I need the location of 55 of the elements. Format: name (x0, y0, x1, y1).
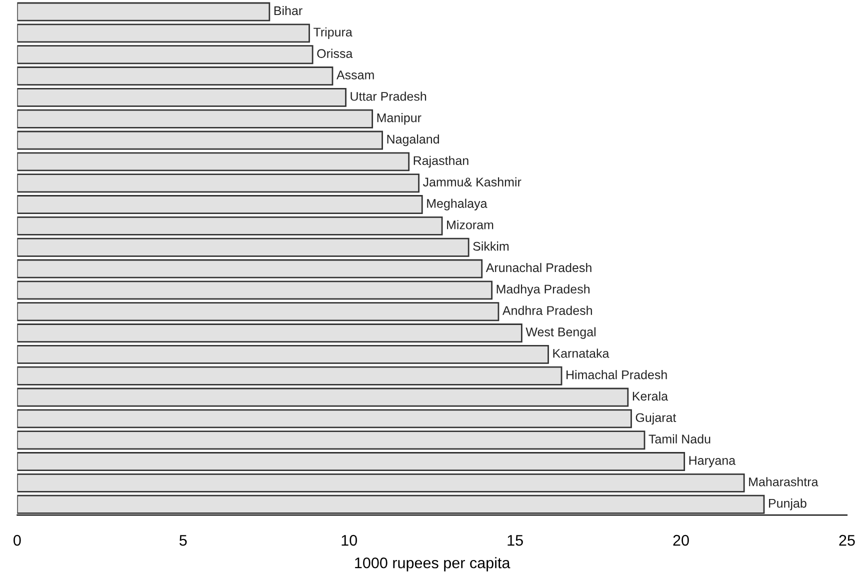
bar (17, 344, 549, 364)
x-axis-title: 1000 rupees per capita (355, 557, 510, 572)
bar (17, 2, 270, 22)
y-tick-label: Kerala (632, 391, 668, 401)
bar (17, 430, 646, 450)
y-tick-label: Haryana (689, 456, 736, 468)
x-tick-label: 20 (673, 534, 689, 546)
bar (17, 473, 745, 492)
bar (17, 259, 483, 278)
bar (17, 366, 562, 386)
bar (17, 24, 310, 43)
x-tick-label: 10 (342, 534, 357, 546)
x-tick-label: 0 (14, 534, 21, 546)
x-tick-label: 5 (180, 535, 187, 546)
y-tick-label: Punjab (769, 498, 806, 510)
y-tick-label: Madhya Pradesh (496, 284, 590, 296)
y-tick-label: Manipur (377, 113, 422, 125)
bar (17, 216, 443, 236)
y-tick-label: Tamil Nadu (648, 434, 710, 444)
bar (17, 324, 522, 343)
y-tick-label: Jammu& Kashmir (422, 177, 522, 186)
bar (17, 302, 500, 322)
y-tick-label: Assam (336, 70, 374, 80)
y-tick-label: Karnataka (553, 348, 610, 358)
y-tick-label: Nagaland (387, 134, 439, 146)
y-tick-label: Mizoram (447, 220, 494, 230)
x-tick-label: 25 (839, 534, 855, 546)
bar (17, 88, 346, 107)
y-tick-label: Bihar (274, 6, 302, 16)
y-tick-label: Himachal Pradesh (566, 370, 667, 380)
bar (17, 45, 314, 64)
y-tick-label: Orissa (317, 48, 353, 58)
y-tick-label: Uttar Pradesh (350, 92, 426, 101)
bar (17, 195, 423, 214)
y-tick-label: Tripura (314, 27, 352, 40)
bar (17, 174, 420, 193)
bar (17, 238, 470, 257)
bar (17, 388, 629, 407)
y-tick-label: Rajasthan (414, 156, 468, 168)
bar (17, 130, 383, 150)
bar (17, 452, 686, 472)
bar (17, 66, 334, 86)
y-tick-label: Sikkim (473, 242, 509, 251)
y-tick-label: Andhra Pradesh (502, 306, 592, 315)
bar (17, 152, 410, 172)
bar (17, 494, 765, 514)
y-tick-label: Maharashtra (749, 477, 818, 486)
x-tick-label: 15 (508, 535, 523, 546)
bar (17, 409, 632, 428)
y-tick-label: Gujarat (636, 412, 676, 425)
bar (17, 109, 374, 128)
bar (17, 280, 493, 300)
y-tick-label: West Bengal (526, 327, 596, 339)
y-tick-label: Meghalaya (427, 198, 488, 210)
y-tick-label: Arunachal Pradesh (486, 262, 592, 272)
